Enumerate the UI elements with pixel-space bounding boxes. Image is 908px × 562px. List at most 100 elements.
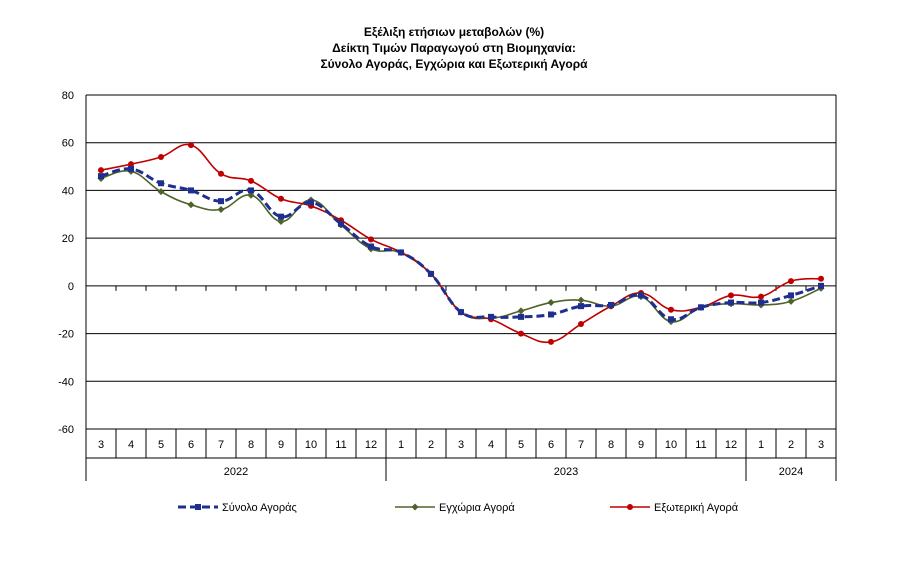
series-line <box>100 167 822 322</box>
data-point <box>157 188 165 196</box>
data-point <box>338 220 344 227</box>
data-point <box>548 338 554 345</box>
x-tick-label: 5 <box>518 439 524 451</box>
data-point <box>128 165 134 172</box>
data-point <box>128 161 134 168</box>
x-tick-label: 1 <box>398 439 404 451</box>
data-point <box>517 307 525 315</box>
data-point <box>458 309 464 316</box>
x-tick-label: 7 <box>218 439 224 451</box>
x-tick-label: 8 <box>248 439 254 451</box>
data-point <box>98 167 104 174</box>
y-tick-label: 20 <box>62 233 74 245</box>
y-tick-label: -20 <box>58 329 74 341</box>
data-point <box>368 236 374 243</box>
chart-title-line-2: Δείκτη Τιμών Παραγωγού στη Βιομηχανία: <box>332 41 576 55</box>
data-point <box>698 304 704 311</box>
x-tick-label: 11 <box>695 439 706 451</box>
legend-swatch-marker <box>627 504 633 510</box>
y-tick-label: -60 <box>58 424 74 436</box>
data-point <box>788 292 794 299</box>
data-point <box>818 282 824 289</box>
data-point <box>308 199 314 206</box>
data-point <box>788 278 794 285</box>
legend: Σύνολο Αγοράς Εγχώρια Αγορά Εξωτερική Αγορ… <box>178 502 739 514</box>
x-tick-label: 5 <box>158 439 164 451</box>
legend-label: Εξωτερική Αγορά <box>654 502 739 514</box>
data-point <box>668 306 674 313</box>
data-point <box>518 330 524 337</box>
x-tick-label: 2 <box>788 439 794 451</box>
data-point <box>608 301 614 308</box>
data-point <box>488 313 494 320</box>
data-point <box>728 299 734 306</box>
x-tick-label: 3 <box>458 439 464 451</box>
data-point <box>398 249 404 256</box>
legend-swatch-marker <box>411 503 419 511</box>
data-point <box>548 311 554 318</box>
x-tick-label: 12 <box>725 439 737 451</box>
x-tick-label: 10 <box>665 439 677 451</box>
series-line <box>100 170 822 323</box>
data-point <box>278 213 284 220</box>
x-tick-label: 9 <box>638 439 644 451</box>
data-point <box>578 321 584 328</box>
y-tick-label: 60 <box>62 138 74 150</box>
data-point <box>187 201 195 209</box>
chart-title-line-1: Εξέλιξη ετήσιων μεταβολών (%) <box>363 25 545 39</box>
x-tick-label: 9 <box>278 439 284 451</box>
year-label: 2023 <box>554 466 578 478</box>
data-point <box>368 243 374 250</box>
grid-layer <box>86 94 836 430</box>
data-point <box>278 195 284 202</box>
data-point <box>758 299 764 306</box>
x-tick-label: 3 <box>98 439 104 451</box>
year-label: 2024 <box>779 466 803 478</box>
data-point <box>787 297 795 305</box>
data-point <box>668 316 674 323</box>
legend-item-1: Σύνολο Αγοράς <box>178 502 297 514</box>
data-point <box>218 170 224 177</box>
legend-label: Εγχώρια Αγορά <box>439 502 515 514</box>
x-tick-label: 11 <box>335 439 346 451</box>
x-tick-label: 7 <box>578 439 584 451</box>
data-point <box>728 292 734 299</box>
x-tick-label: 2 <box>428 439 434 451</box>
x-tick-label: 8 <box>608 439 614 451</box>
x-tick-label: 10 <box>305 439 317 451</box>
data-point <box>818 275 824 282</box>
legend-label: Σύνολο Αγοράς <box>222 502 297 514</box>
y-tick-label: 0 <box>68 281 74 293</box>
data-point <box>428 270 434 277</box>
data-point <box>638 292 644 299</box>
y-tick-label: -40 <box>58 376 74 388</box>
data-point <box>578 303 584 310</box>
x-tick-label: 6 <box>188 439 194 451</box>
x-tick-label: 1 <box>758 439 764 451</box>
year-label: 2022 <box>224 466 248 478</box>
chart-title-line-3: Σύνολο Αγοράς, Εγχώρια και Εξωτερική Αγο… <box>320 57 588 71</box>
data-point <box>547 299 555 307</box>
data-point <box>577 296 585 304</box>
data-point <box>158 180 164 187</box>
data-point <box>758 293 764 300</box>
legend-swatch-marker <box>195 504 201 510</box>
x-tick-label: 4 <box>488 439 494 451</box>
data-point <box>248 187 254 194</box>
x-tick-label: 3 <box>818 439 824 451</box>
legend-item-3: Εξωτερική Αγορά <box>610 502 739 514</box>
x-tick-label: 6 <box>548 439 554 451</box>
y-tick-label: 40 <box>62 185 74 197</box>
chart-title: Εξέλιξη ετήσιων μεταβολών (%) Δείκτη Τιμ… <box>0 24 908 72</box>
x-tick-label: 12 <box>365 439 377 451</box>
y-tick-label: 80 <box>62 90 74 102</box>
series-1 <box>98 165 824 323</box>
data-point <box>188 187 194 194</box>
series-layer <box>97 142 825 345</box>
data-point <box>158 154 164 161</box>
x-tick-label: 4 <box>128 439 134 451</box>
data-point <box>98 173 104 180</box>
data-point <box>248 177 254 184</box>
data-point <box>217 206 225 214</box>
